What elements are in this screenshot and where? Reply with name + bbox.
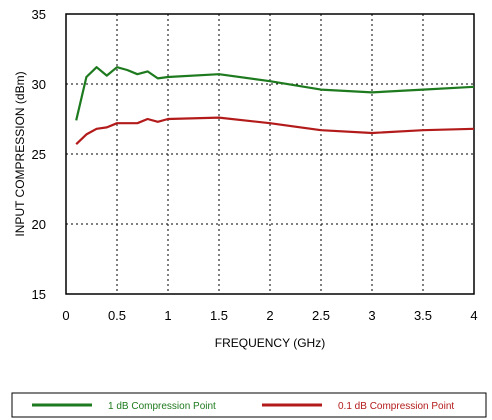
y-axis-label: INPUT COMPRESSION (dBm)	[13, 71, 27, 236]
grid	[66, 14, 474, 294]
x-tick-label: 0	[62, 308, 69, 323]
series-line-1db	[75, 66, 475, 121]
y-axis-ticks: 15 20 25 30 35	[32, 7, 46, 302]
x-tick-label: 1.5	[210, 308, 228, 323]
series-group	[75, 66, 475, 145]
x-tick-label: 4	[470, 308, 477, 323]
legend: 1 dB Compression Point 0.1 dB Compressio…	[11, 392, 487, 418]
x-tick-label: 3	[368, 308, 375, 323]
legend-label-0-1db: 0.1 dB Compression Point	[338, 401, 454, 412]
series-line-0-1db	[75, 116, 475, 145]
x-tick-label: 0.5	[108, 308, 126, 323]
x-axis-ticks: 0 0.5 1 1.5 2 2.5 3 3.5 4	[62, 308, 477, 323]
x-tick-label: 2	[266, 308, 273, 323]
x-axis-label: FREQUENCY (GHz)	[215, 336, 325, 350]
y-tick-label: 35	[32, 7, 46, 22]
y-tick-label: 20	[32, 217, 46, 232]
x-tick-label: 2.5	[312, 308, 330, 323]
x-tick-label: 3.5	[414, 308, 432, 323]
legend-box	[11, 392, 487, 418]
y-tick-label: 15	[32, 287, 46, 302]
x-tick-label: 1	[164, 308, 171, 323]
legend-label-1db: 1 dB Compression Point	[108, 401, 216, 412]
y-tick-label: 30	[32, 77, 46, 92]
plot-frame	[65, 13, 475, 295]
y-tick-label: 25	[32, 147, 46, 162]
